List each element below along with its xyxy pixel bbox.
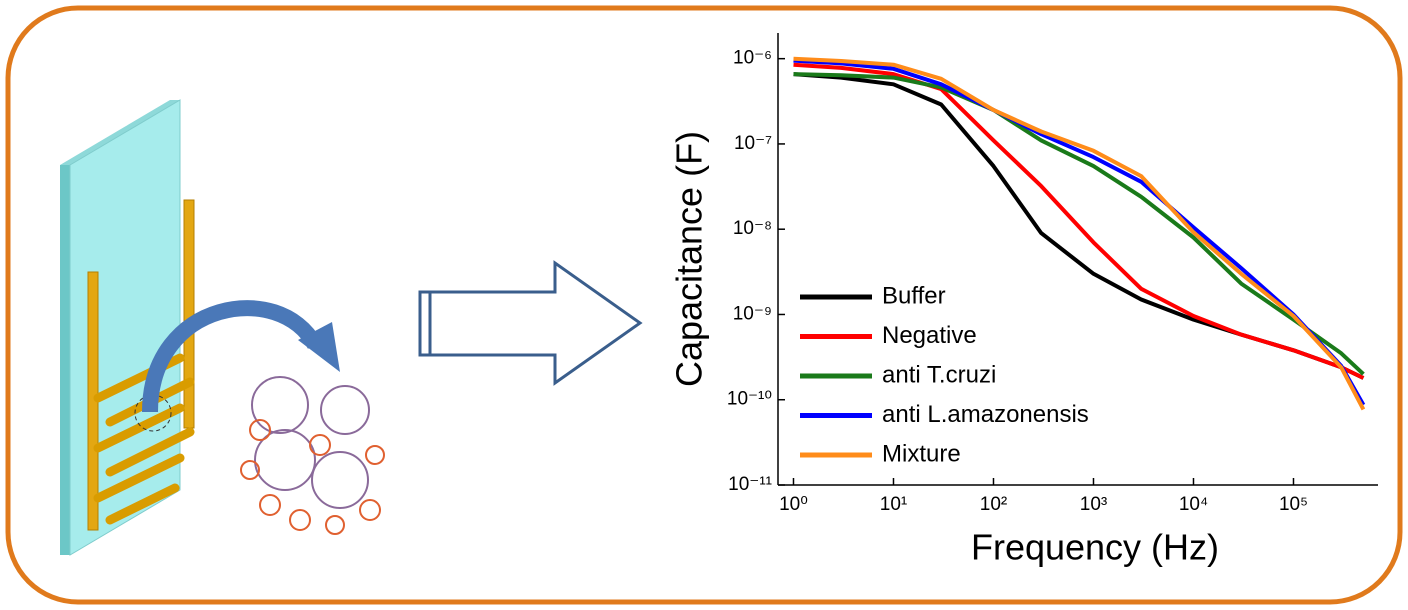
- x-tick-label: 10⁰: [779, 494, 808, 515]
- x-tick-label: 10³: [1080, 494, 1107, 515]
- x-tick-label: 10⁴: [1179, 494, 1208, 515]
- y-axis-title: Capacitance (F): [669, 131, 710, 387]
- figure: Frequency (Hz) Capacitance (F) 10⁻¹¹ 10⁻¹…: [0, 0, 1408, 610]
- x-tick-label: 10⁵: [1279, 494, 1308, 515]
- x-tick-label: 10¹: [880, 494, 907, 515]
- legend-label: Buffer: [882, 282, 946, 309]
- legend-label: anti L.amazonensis: [882, 401, 1089, 428]
- legend-label: Mixture: [882, 440, 961, 467]
- y-tick-label: 10⁻⁷: [734, 133, 772, 154]
- legend-label: anti T.cruzi: [882, 361, 996, 388]
- y-tick-label: 10⁻⁹: [733, 303, 772, 324]
- electrode: [184, 200, 194, 428]
- y-tick-label: 10⁻¹⁰: [727, 389, 772, 410]
- y-tick-label: 10⁻⁶: [733, 48, 772, 69]
- legend-label: Negative: [882, 322, 977, 349]
- y-tick-label: 10⁻⁸: [733, 218, 772, 239]
- x-axis-title: Frequency (Hz): [971, 527, 1219, 568]
- x-tick-label: 10²: [980, 494, 1007, 515]
- page: {"chart_data": { "type": "line", "x_labe…: [0, 0, 1408, 610]
- y-tick-label: 10⁻¹¹: [728, 474, 772, 495]
- slab-side: [60, 165, 70, 555]
